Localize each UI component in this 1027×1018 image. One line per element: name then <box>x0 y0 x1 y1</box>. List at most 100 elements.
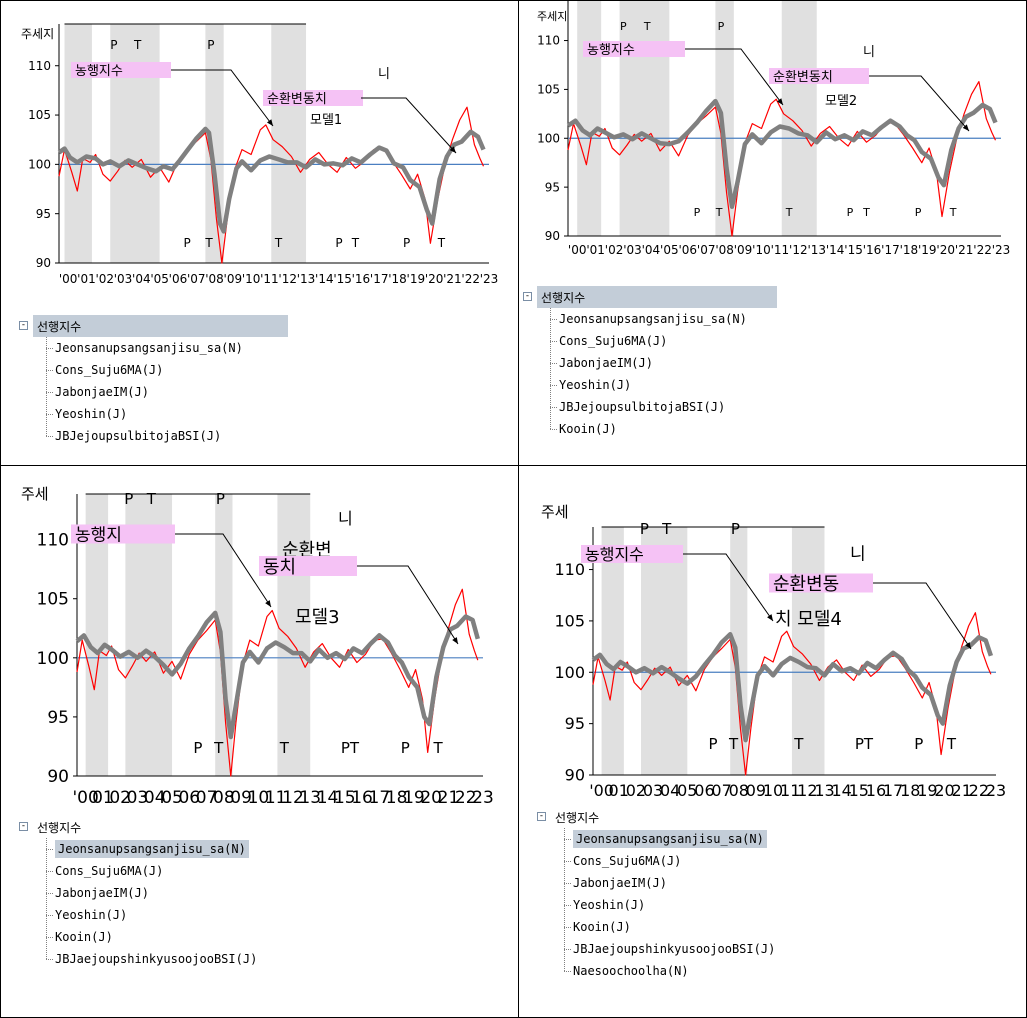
x-tick-label: '08 <box>715 243 734 257</box>
x-tick-label: '09 <box>734 243 753 257</box>
collapse-toggle-icon[interactable]: - <box>19 320 28 330</box>
annotation-arrowhead <box>265 600 271 607</box>
tree-connector <box>550 319 557 320</box>
tree-item[interactable]: Jeonsanupsangsanjisu_sa(N) <box>19 337 279 359</box>
chart-body: 90 95 100 105 110 '00'01'02'03'04'05'06'07'08… <box>537 1 1010 257</box>
tree-item[interactable]: Cons_Suju6MA(J) <box>523 330 773 352</box>
x-tick-label: '00 <box>59 272 78 286</box>
tree-item-label: Cons_Suju6MA(J) <box>559 334 668 348</box>
tree-item[interactable]: Jeonsanupsangsanjisu_sa(N) <box>19 838 299 860</box>
chart-body: 90 95 100 105 110 '00'01'02'03'04'05'06'07'08… <box>21 23 498 286</box>
tree-item[interactable]: Cons_Suju6MA(J) <box>19 860 299 882</box>
x-tick-label: 22 <box>969 781 989 800</box>
tree-item[interactable]: JabonjaeIM(J) <box>523 352 773 374</box>
chart-body: 90 95 100 105 110 '00010203040506070809101112… <box>21 485 494 808</box>
annotation-highlight <box>71 524 175 544</box>
tree-item[interactable]: JBJaejoupshinkyusoojooBSI(J) <box>19 948 299 970</box>
tree-item[interactable]: JabonjaeIM(J) <box>537 872 817 894</box>
tree-root[interactable]: - 선행지수 <box>523 286 777 308</box>
tree-connector <box>46 348 53 349</box>
tree-item[interactable]: Jeonsanupsangsanjisu_sa(N) <box>523 308 773 330</box>
x-tick-label: '20 <box>936 243 955 257</box>
tree-item[interactable]: Naesoochoolha(N) <box>537 960 817 982</box>
x-tick-label: '11 <box>260 272 279 286</box>
chart-body: 90 95 100 105 110 '00010203040506070809101112… <box>541 503 1006 800</box>
shaded-period <box>619 1 670 236</box>
x-tick-label: '19 <box>407 272 426 286</box>
chart-model-4: 90 95 100 105 110 '00010203040506070809101112… <box>541 503 1006 800</box>
tree-root[interactable]: - 선행지수 <box>19 315 288 337</box>
annotation-label: 동치 <box>263 557 296 578</box>
chart-model-3: 90 95 100 105 110 '00010203040506070809101112… <box>21 485 494 808</box>
tree-item[interactable]: JabonjaeIM(J) <box>19 381 279 403</box>
tree-item[interactable]: Cons_Suju6MA(J) <box>19 359 279 381</box>
tree-connector <box>564 861 571 862</box>
peak-trough-label: P <box>718 20 725 33</box>
tree-model-2: - 선행지수 Jeonsanupsangsanjisu_sa(N) Cons_Suju… <box>523 286 777 440</box>
annotation-label: 모델1 <box>310 113 342 128</box>
annotation-arrowhead <box>449 146 456 153</box>
collapse-toggle-icon[interactable]: - <box>19 821 28 831</box>
x-tick-label: 16 <box>351 788 373 808</box>
tree-item[interactable]: Yeoshin(J) <box>19 904 299 926</box>
x-tick-label: '16 <box>863 243 882 257</box>
x-tick-label: '07 <box>187 272 206 286</box>
chart-model-1: 90 95 100 105 110 '00'01'02'03'04'05'06'07'08… <box>21 23 498 286</box>
peak-trough-label: P <box>915 206 922 219</box>
x-tick-label: '08 <box>205 272 224 286</box>
y-tick-label: 105 <box>554 612 585 631</box>
tree-connector <box>564 971 571 972</box>
annotation-arrowhead <box>962 124 969 131</box>
x-tick-label: '00 <box>589 781 614 800</box>
tree-item[interactable]: JBJejoupsulbitojaBSI(J) <box>19 425 279 447</box>
y-tick-label: 95 <box>545 180 560 194</box>
annotation-label: 모델2 <box>825 94 857 109</box>
x-tick-label: 01 <box>92 788 114 808</box>
x-tick-label: 16 <box>866 781 886 800</box>
annotation-label: 순환변동 <box>773 574 839 595</box>
tree-item[interactable]: Jeonsanupsangsanjisu_sa(N) <box>537 828 817 850</box>
x-tick-label: 04 <box>144 788 166 808</box>
peak-trough-label: P <box>694 206 701 219</box>
tree-item[interactable]: JBJaejoupshinkyusoojooBSI(J) <box>537 938 817 960</box>
annotation-label: 순환변 <box>282 540 332 561</box>
annotation-label: 농행지수 <box>585 545 644 564</box>
x-tick-label: '22 <box>973 243 992 257</box>
tree-item[interactable]: Kooin(J) <box>537 916 817 938</box>
peak-trough-label: P <box>183 236 190 250</box>
collapse-toggle-icon[interactable]: - <box>523 291 532 301</box>
tree-root-label: 선행지수 <box>555 810 600 825</box>
x-tick-label: 23 <box>986 781 1006 800</box>
annotation-label: 농행지수 <box>587 42 635 58</box>
tree-item[interactable]: Kooin(J) <box>19 926 299 948</box>
tree-item[interactable]: Yeoshin(J) <box>19 403 279 425</box>
panel-1: 90 95 100 105 110 '00'01'02'03'04'05'06'07'08… <box>0 0 519 466</box>
tree-item[interactable]: Cons_Suju6MA(J) <box>537 850 817 872</box>
peak-trough-label: T <box>133 38 142 52</box>
tree-root[interactable]: - 선행지수 <box>537 806 817 828</box>
collapse-toggle-icon[interactable]: - <box>537 811 546 821</box>
x-tick-label: '12 <box>789 243 808 257</box>
x-tick-label: 22 <box>455 788 477 808</box>
annotation-arrow <box>869 75 970 132</box>
peak-trough-label: P <box>847 206 854 219</box>
tree-item[interactable]: Kooin(J) <box>523 418 773 440</box>
tree-root[interactable]: - 선행지수 <box>19 816 299 838</box>
annotation-arrow <box>175 533 272 608</box>
tree-root-label: 선행지수 <box>37 820 82 835</box>
x-tick-label: '15 <box>844 243 863 257</box>
peak-trough-label: P <box>640 520 649 538</box>
peak-trough-label: P <box>110 38 117 52</box>
annotation-arrow <box>683 553 774 622</box>
tree-connector <box>46 849 53 850</box>
tree-item[interactable]: Yeoshin(J) <box>537 894 817 916</box>
x-tick-label: '17 <box>881 243 900 257</box>
panel-3: 90 95 100 105 110 '00 01 02 03 04 05 06 07 08 09 10 11 12… <box>0 465 519 1018</box>
tree-item[interactable]: Yeoshin(J) <box>523 374 773 396</box>
tree-item[interactable]: JBJejoupsulbitojaBSI(J) <box>523 396 773 418</box>
tree-item-label: Yeoshin(J) <box>573 898 646 912</box>
peak-trough-label: P <box>403 236 410 250</box>
tree-item[interactable]: JabonjaeIM(J) <box>19 882 299 904</box>
peak-trough-label: T <box>279 739 290 757</box>
tree-connector <box>46 370 53 371</box>
